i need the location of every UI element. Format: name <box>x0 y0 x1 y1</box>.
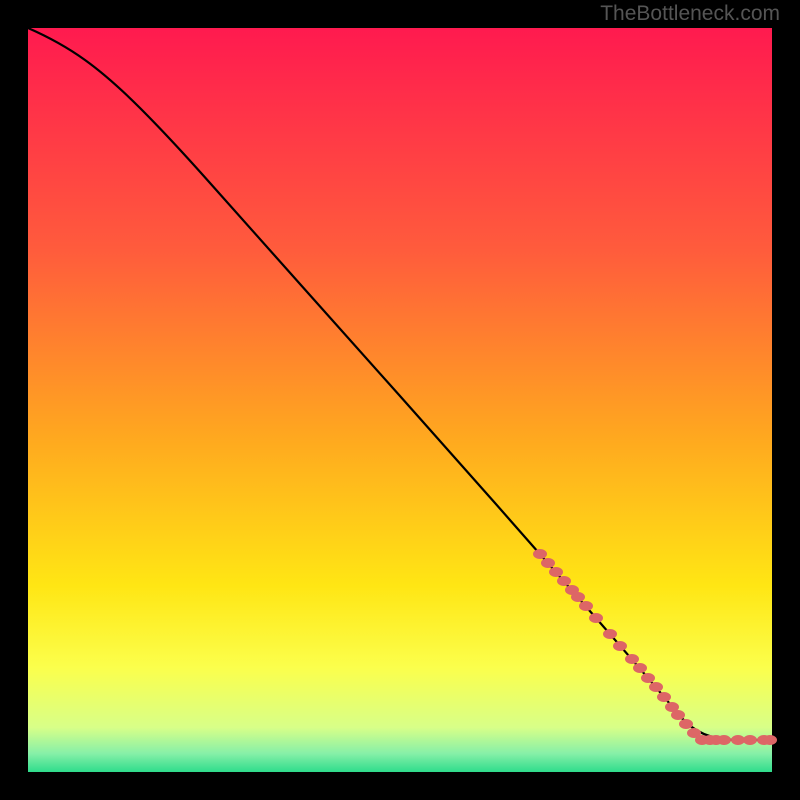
scatter-marker <box>541 558 555 568</box>
scatter-marker <box>557 576 571 586</box>
watermark-text: TheBottleneck.com <box>600 2 780 26</box>
scatter-marker <box>679 719 693 729</box>
scatter-marker <box>603 629 617 639</box>
scatter-marker <box>743 735 757 745</box>
scatter-marker <box>633 663 647 673</box>
marker-group <box>533 549 777 745</box>
scatter-marker <box>657 692 671 702</box>
scatter-marker <box>671 710 685 720</box>
scatter-marker <box>549 567 563 577</box>
curve-line <box>28 28 772 740</box>
scatter-marker <box>589 613 603 623</box>
scatter-marker <box>717 735 731 745</box>
scatter-marker <box>571 592 585 602</box>
scatter-marker <box>649 682 663 692</box>
scatter-marker <box>579 601 593 611</box>
scatter-marker <box>731 735 745 745</box>
scatter-marker <box>763 735 777 745</box>
scatter-marker <box>641 673 655 683</box>
chart-overlay <box>0 0 800 800</box>
scatter-marker <box>625 654 639 664</box>
scatter-marker <box>613 641 627 651</box>
scatter-marker <box>533 549 547 559</box>
